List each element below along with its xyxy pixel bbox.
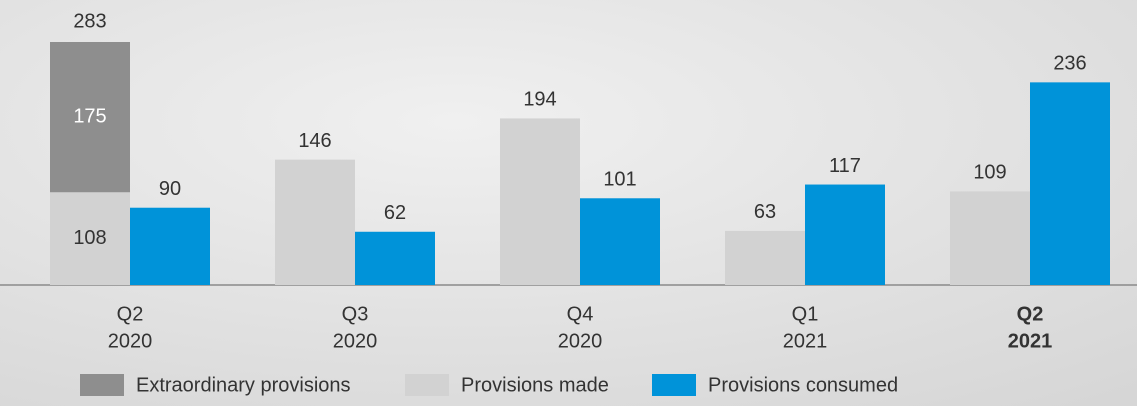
value-label: 146 [298, 130, 331, 152]
legend-label: Extraordinary provisions [136, 374, 351, 396]
bar [805, 184, 885, 285]
legend-swatch [405, 374, 449, 396]
value-label: 101 [603, 169, 636, 191]
value-label: 62 [384, 202, 406, 224]
legend-label: Provisions consumed [708, 374, 898, 396]
bar [725, 230, 805, 285]
x-tick-label: 2021 [783, 330, 828, 352]
value-label: 175 [73, 105, 106, 127]
x-tick-label: 2020 [108, 330, 153, 352]
bar [500, 118, 580, 285]
legend-swatch [80, 374, 124, 396]
x-tick-label: 2020 [333, 330, 378, 352]
x-tick-label: 2021 [1008, 330, 1053, 352]
x-tick-label: Q4 [567, 303, 594, 325]
x-tick-label: 2020 [558, 330, 603, 352]
value-label: 108 [73, 227, 106, 249]
x-tick-label: Q3 [342, 303, 369, 325]
legend-swatch [652, 374, 696, 396]
value-label: 90 [159, 178, 181, 200]
bar [130, 207, 210, 285]
bar [355, 231, 435, 285]
x-tick-label: Q2 [1017, 303, 1044, 325]
value-label: 236 [1053, 53, 1086, 75]
legend-label: Provisions made [461, 374, 609, 396]
total-label: 283 [73, 10, 106, 32]
bar [1030, 82, 1110, 285]
bar [580, 198, 660, 285]
value-label: 109 [973, 162, 1006, 184]
bar [50, 192, 130, 285]
value-label: 194 [523, 89, 556, 111]
x-tick-label: Q1 [792, 303, 819, 325]
bar [950, 191, 1030, 285]
value-label: 63 [754, 201, 776, 223]
bar [275, 159, 355, 285]
value-label: 117 [829, 155, 861, 177]
x-tick-label: Q2 [117, 303, 144, 325]
bar [50, 41, 130, 193]
